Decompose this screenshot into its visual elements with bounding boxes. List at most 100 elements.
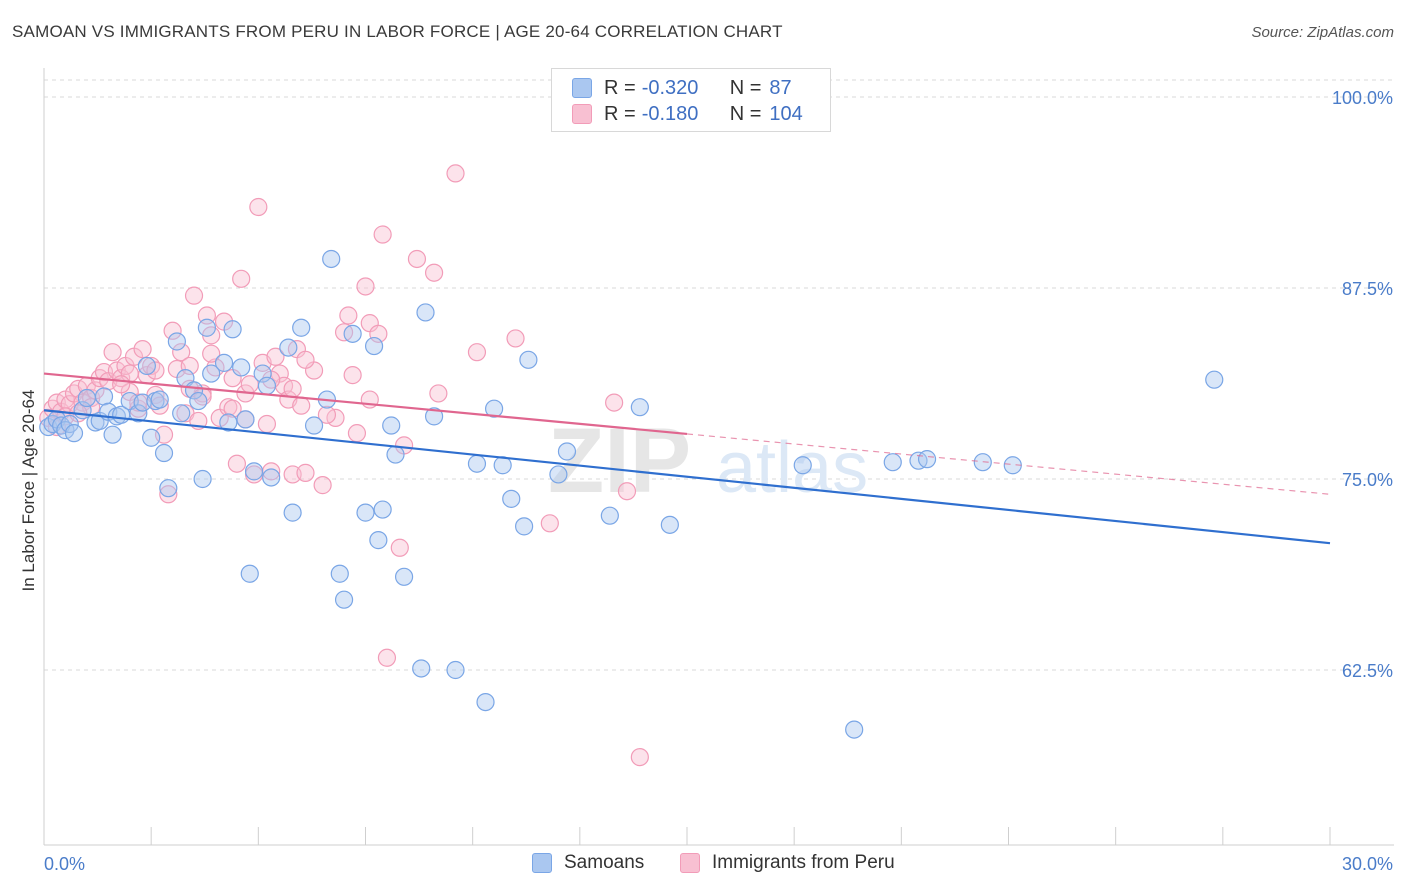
source-label: Source: ZipAtlas.com (1251, 24, 1394, 41)
samoans-label: Samoans (564, 852, 645, 873)
samoan-point (386, 445, 405, 464)
peru-point (343, 365, 362, 385)
legend-swatch-peru (572, 104, 592, 124)
samoan-point (219, 413, 238, 432)
samoan-point (60, 414, 79, 434)
legend-r-label: R = (604, 102, 636, 125)
peru-point (227, 454, 246, 473)
samoan-point (283, 503, 302, 522)
samoan-point (424, 407, 444, 426)
peru-point (249, 197, 268, 217)
samoan-point (394, 567, 414, 586)
peru-point (296, 350, 315, 369)
samoan-point (630, 398, 649, 417)
samoan-point (64, 424, 84, 443)
trend-lines (43, 372, 1331, 545)
peru-point (292, 396, 311, 415)
samoan-point (142, 428, 161, 447)
legend-item-samoans[interactable]: Samoans (532, 852, 644, 874)
samoan-point (515, 517, 534, 536)
samoan-points (39, 249, 1224, 739)
watermark-atlas: atlas (716, 428, 868, 508)
samoan-point (330, 564, 349, 583)
samoan-point (373, 500, 392, 519)
peru-point (202, 344, 221, 363)
samoan-point (137, 356, 156, 376)
peru-point (617, 482, 637, 501)
peru-point (172, 343, 191, 362)
samoan-point (519, 350, 538, 369)
y-tick-label: 75.0% (1342, 470, 1393, 490)
legend-item-peru[interactable]: Immigrants from Peru (680, 852, 895, 874)
peru-point (347, 424, 367, 443)
peru-point (373, 225, 392, 244)
axis-labels: 62.5% 75.0% 87.5% 100.0% 0.0% 30.0% In Labor F… (19, 88, 1393, 874)
legend-r-value: -0.320 (641, 76, 699, 99)
samoan-point (236, 410, 255, 429)
samoan-point (356, 503, 375, 522)
peru-point (605, 393, 624, 412)
peru-point (283, 379, 302, 398)
peru-point (184, 286, 204, 305)
legend-n-label: N = (729, 76, 762, 99)
peru-point (407, 249, 427, 269)
y-tick-label: 100.0% (1332, 88, 1393, 108)
samoan-point (262, 468, 281, 487)
samoan-point (322, 249, 341, 269)
peru-point (377, 648, 397, 667)
samoan-point (189, 391, 208, 411)
peru-label: Immigrants from Peru (712, 852, 895, 873)
peru-point (296, 463, 315, 482)
samoan-point (193, 469, 212, 489)
samoan-point (334, 590, 354, 609)
samoan-point (103, 425, 122, 444)
peru-point (317, 405, 337, 424)
peru-point (163, 321, 182, 340)
samoan-point (202, 364, 221, 383)
watermark-zip: ZIP (548, 410, 691, 512)
samoan-point (223, 320, 242, 339)
x-tick-label: 30.0% (1342, 854, 1393, 874)
samoan-point (292, 318, 311, 337)
samoan-point (549, 465, 568, 484)
samoan-point (167, 332, 186, 351)
samoan-point (159, 479, 178, 498)
peru-point (356, 277, 375, 296)
peru-point (540, 514, 559, 533)
samoan-point (184, 381, 204, 400)
samoan-point (476, 692, 495, 712)
samoan-point (382, 416, 401, 435)
samoan-point (279, 338, 298, 357)
samoan-point (129, 404, 148, 423)
x-tick-label: 0.0% (44, 854, 85, 874)
legend-n-value: 104 (769, 102, 803, 125)
legend-n-label: N = (729, 102, 762, 125)
legend-r-label: R = (604, 76, 636, 99)
samoan-point (232, 358, 251, 377)
peru-point (223, 399, 242, 418)
peru-point (429, 384, 448, 403)
samoan-point (412, 659, 431, 678)
peru-point (424, 263, 444, 282)
samoan-point (240, 564, 259, 583)
samoan-point (77, 388, 96, 408)
samoan-point (369, 531, 388, 550)
samoans-swatch (532, 853, 552, 873)
samoan-point (557, 442, 577, 461)
samoan-point (660, 515, 679, 534)
legend-n-value: 87 (769, 76, 792, 99)
samoan-point (485, 399, 504, 418)
chart-title: SAMOAN VS IMMIGRANTS FROM PERU IN LABOR … (12, 22, 783, 41)
legend-row-samoans: R = -0.320 N = 87 (572, 75, 792, 101)
samoan-point (845, 720, 864, 739)
peru-trend-line (43, 372, 688, 436)
samoan-point (883, 453, 902, 472)
samoan-point (257, 376, 277, 395)
samoan-point (214, 353, 234, 372)
samoan-trend-line (43, 409, 1331, 545)
legend-row-peru: R = -0.180 N = 104 (572, 101, 803, 127)
peru-point (159, 485, 178, 504)
y-tick-label: 87.5% (1342, 279, 1393, 299)
peru-point (133, 340, 152, 359)
